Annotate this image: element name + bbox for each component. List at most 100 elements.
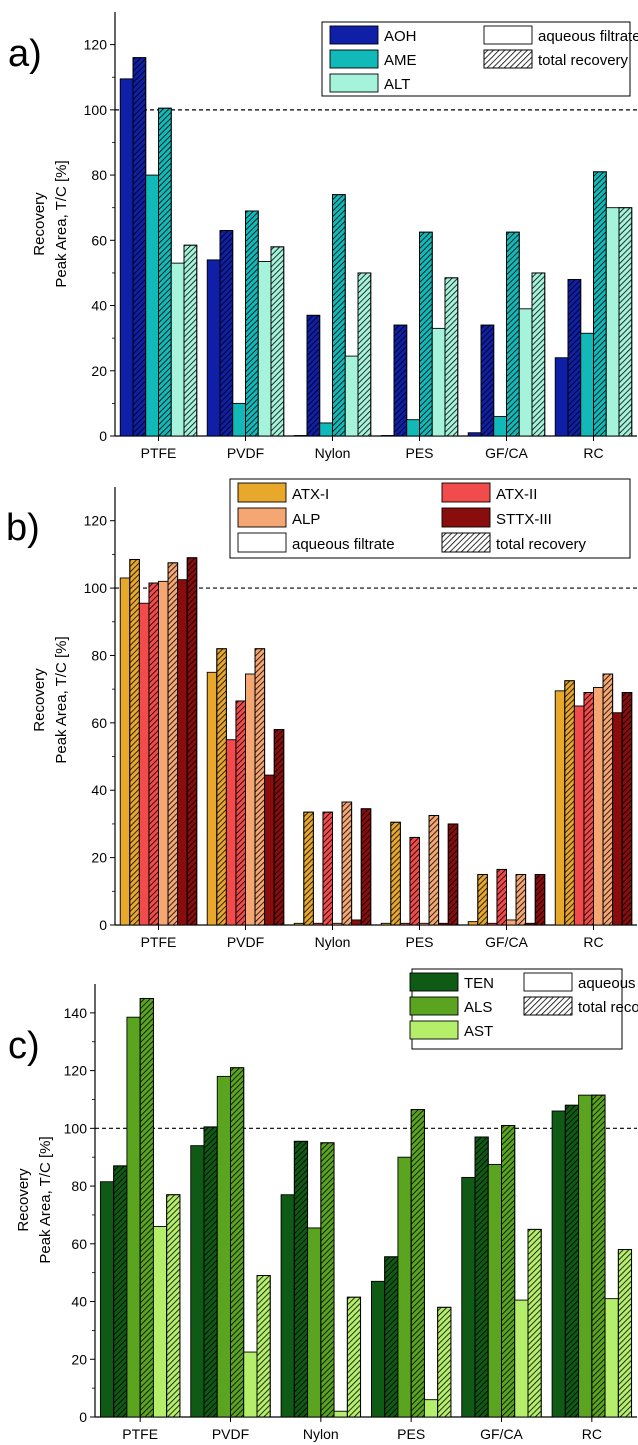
bar-sttx-iii-total-rc-hatch (621, 692, 633, 926)
bar-ast-total-pes-hatch (437, 1306, 452, 1418)
bar-ast-total-gf-ca-hatch (527, 1228, 542, 1418)
bar-atx-ii-aqueous-pes (399, 922, 411, 926)
x-tick-label: Nylon (303, 1426, 339, 1442)
y-tick-label: 20 (91, 850, 107, 866)
panel-label: a) (8, 33, 42, 75)
legend-hatched-label: total recovery (578, 999, 638, 1016)
legend-alt-swatch (329, 73, 379, 93)
x-tick-label: PVDF (227, 445, 264, 461)
legend-aoh-swatch (329, 25, 379, 45)
bar-alp-aqueous-pvdf (245, 673, 256, 926)
bar-alp-aqueous-rc (593, 687, 604, 926)
bar-als-aqueous-ptfe (126, 1016, 141, 1418)
legend-ame-swatch (329, 49, 379, 69)
bar-sttx-iii-total-pvdf-hatch (273, 729, 285, 926)
x-tick-label: PVDF (227, 934, 264, 950)
bar-atx-ii-total-nylon-hatch (322, 811, 333, 926)
legend-atx-i-swatch (237, 482, 287, 503)
bar-atx-ii-aqueous-rc (573, 705, 585, 926)
bar-ten-total-nylon-hatch (293, 1140, 309, 1418)
y-tick-label: 20 (91, 363, 107, 379)
bar-ast-total-rc-hatch (617, 1249, 633, 1418)
bar-ten-total-ptfe-hatch (113, 1165, 128, 1418)
bar-atx-i-total-gf-ca-hatch (477, 874, 488, 926)
legend-hatched-label: total recovery (496, 536, 587, 553)
bar-sttx-iii-aqueous-pvdf (264, 774, 275, 926)
bar-atx-i-total-pes-hatch (390, 821, 401, 926)
y-tick-label: 140 (64, 1005, 88, 1021)
bar-alt-aqueous-pvdf (257, 261, 272, 437)
bar-atx-ii-total-gf-ca-hatch (496, 868, 507, 926)
bar-ast-total-pvdf-hatch (256, 1275, 271, 1418)
bar-atx-i-aqueous-pes (380, 922, 392, 926)
bar-aoh-total-rc-hatch (567, 278, 582, 437)
y-tick-label: 60 (91, 715, 107, 731)
bar-als-total-rc-hatch (591, 1094, 606, 1418)
x-tick-label: GF/CA (485, 445, 528, 461)
legend-hatched-swatch-hatch (441, 532, 491, 553)
y-tick-label: 120 (84, 513, 108, 529)
bar-atx-ii-total-pvdf-hatch (235, 700, 246, 926)
bar-ame-aqueous-gf-ca (493, 415, 507, 437)
y-tick-label: 0 (99, 428, 107, 444)
legend-hatched-label: total recovery (538, 52, 629, 69)
bar-sttx-iii-total-nylon-hatch (360, 808, 372, 926)
bar-aoh-total-ptfe-hatch (132, 57, 147, 437)
y-tick-label: 40 (71, 1294, 87, 1310)
legend: AOH AME ALT aqueous filtrate total recovery (321, 21, 638, 97)
bar-ame-total-rc-hatch (593, 171, 607, 437)
bar-alp-total-pvdf-hatch (254, 648, 266, 926)
bar-ame-aqueous-pvdf (232, 402, 246, 437)
bar-ast-total-nylon-hatch (346, 1296, 362, 1418)
legend-hatched-swatch-hatch (523, 996, 573, 1016)
bar-aoh-total-nylon-hatch (306, 314, 321, 437)
x-tick-label: PES (405, 445, 433, 461)
bar-alp-aqueous-pes (419, 922, 430, 926)
y-axis-title-line: Peak Area, T/C [%] (53, 160, 70, 287)
legend-atx-ii-swatch (441, 482, 491, 503)
x-tick-label: Nylon (315, 445, 351, 461)
bar-atx-ii-aqueous-gf-ca (486, 922, 498, 926)
y-axis-title-line: Recovery (31, 192, 48, 256)
legend-atx-i-label: ATX-I (292, 486, 329, 503)
bar-sttx-iii-aqueous-gf-ca (525, 922, 536, 926)
bar-ame-aqueous-rc (580, 332, 594, 437)
bar-aoh-aqueous-nylon (293, 435, 308, 437)
bar-alp-total-nylon-hatch (341, 801, 353, 926)
legend-ame-label: AME (384, 52, 417, 69)
bar-als-total-nylon-hatch (320, 1142, 335, 1418)
legend-ten-label: TEN (464, 975, 494, 992)
bar-atx-ii-total-ptfe-hatch (148, 582, 159, 926)
bar-ast-aqueous-gf-ca (514, 1299, 529, 1418)
bar-sttx-iii-total-pes-hatch (447, 823, 459, 926)
bar-als-aqueous-gf-ca (487, 1163, 502, 1418)
bar-ame-total-gf-ca-hatch (506, 231, 520, 437)
bar-als-total-gf-ca-hatch (501, 1124, 516, 1418)
bar-ten-aqueous-pes (370, 1280, 386, 1418)
bar-ame-total-ptfe-hatch (158, 107, 172, 437)
bar-alt-total-pvdf-hatch (270, 246, 285, 437)
bar-ast-aqueous-nylon (333, 1410, 348, 1418)
bar-ten-total-pvdf-hatch (203, 1126, 218, 1418)
bar-sttx-iii-aqueous-rc (612, 712, 623, 926)
bar-atx-ii-total-rc-hatch (583, 692, 594, 926)
legend-aoh-label: AOH (384, 28, 417, 45)
y-tick-label: 40 (91, 298, 107, 314)
bar-ten-total-gf-ca-hatch (474, 1136, 489, 1418)
legend-atx-ii-label: ATX-II (496, 486, 537, 503)
x-tick-label: PTFE (122, 1426, 158, 1442)
bar-atx-i-total-pvdf-hatch (216, 648, 227, 926)
bar-atx-ii-total-pes-hatch (409, 836, 420, 926)
bar-ame-total-pvdf-hatch (245, 210, 259, 437)
legend-plain-swatch (523, 972, 573, 992)
chart-panel-2: b) Recovery Peak Area, T/C [%] 0 20 40 60 80 100… (6, 478, 637, 950)
panel-label: b) (6, 507, 40, 549)
bar-atx-ii-aqueous-nylon (312, 922, 324, 926)
y-tick-label: 20 (71, 1351, 87, 1367)
bar-alt-aqueous-pes (431, 327, 446, 437)
legend-plain-label: aqueous filtrate (292, 536, 395, 553)
bar-alp-aqueous-gf-ca (506, 919, 517, 926)
bar-alp-total-rc-hatch (602, 673, 614, 926)
bar-atx-i-aqueous-rc (554, 690, 566, 926)
legend-plain-swatch (237, 532, 287, 553)
